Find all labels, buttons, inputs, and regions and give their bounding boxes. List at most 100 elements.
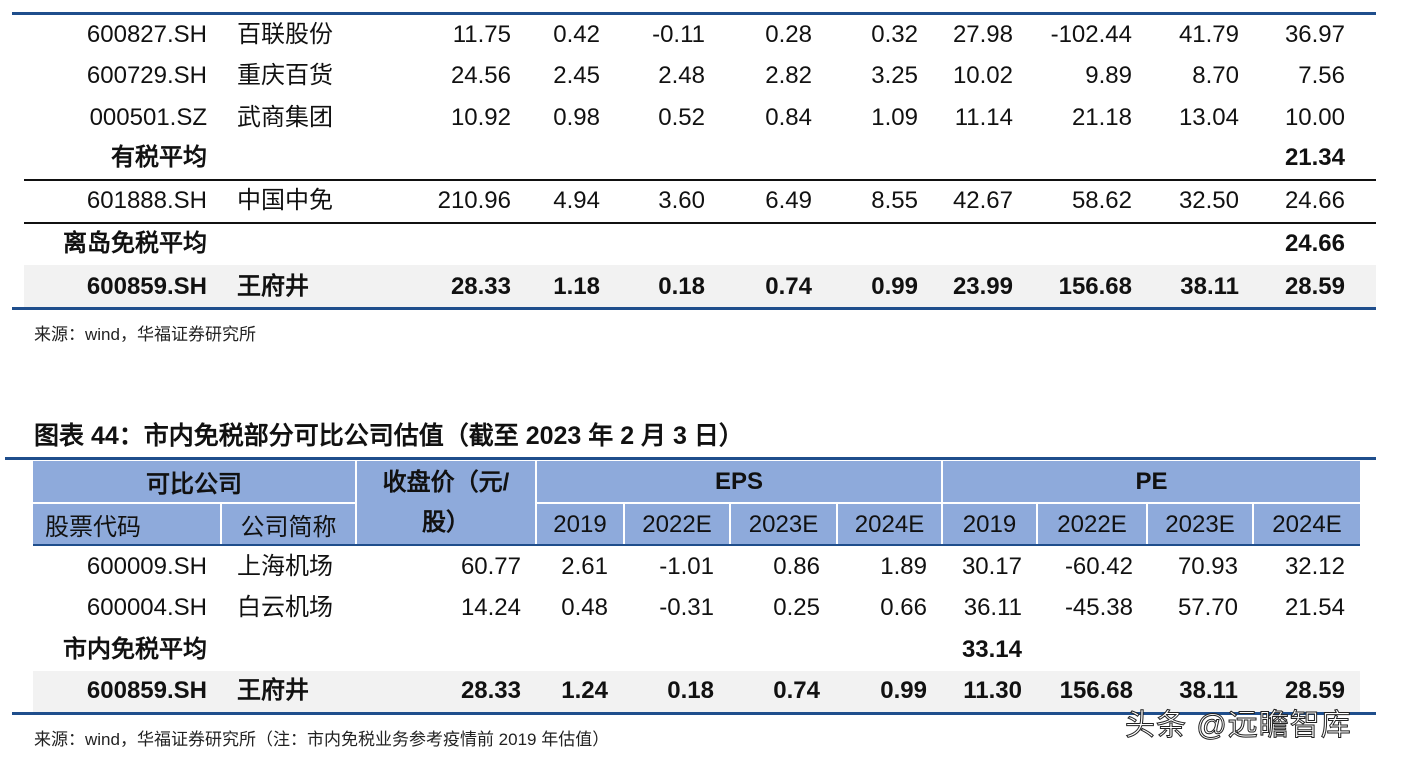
table1-value: 0.42 [553, 21, 600, 48]
table1-value: 32.50 [1178, 187, 1239, 214]
table1-value: 0.98 [553, 104, 600, 131]
table1-value: 156.68 [1058, 273, 1132, 300]
table1-bottom-rule [12, 307, 1376, 310]
table1-value: 6.49 [765, 187, 812, 214]
table1-stock-code: 601888.SH [86, 187, 207, 214]
table1-value: 27.98 [952, 21, 1013, 48]
table1-value: 10.92 [450, 104, 511, 131]
table2-header: 可比公司 股票代码 公司简称 收盘价（元/股） EPS PE 2019 2022E… [33, 461, 1360, 545]
table1-value: 42.67 [952, 187, 1013, 214]
table1-value: 38.11 [1180, 273, 1239, 300]
table2-value: 57.70 [1177, 594, 1238, 621]
table1-value: 23.99 [952, 273, 1013, 300]
table1-value: 11.75 [452, 21, 511, 48]
header-comparable: 可比公司 [33, 461, 357, 502]
table1-divider [24, 222, 1376, 224]
table1-company-name: 中国中免 [237, 187, 333, 214]
table2-top-rule [5, 457, 1376, 460]
table1-source: 来源：wind，华福证券研究所 [34, 325, 256, 344]
header-year: 2024E [838, 502, 943, 545]
table1-value: 0.99 [871, 273, 918, 300]
watermark: 头条 @远瞻智库 [1125, 709, 1352, 743]
table2-value: -45.38 [1064, 594, 1133, 621]
table1-top-rule [12, 12, 1376, 15]
table2-value: 0.18 [667, 677, 714, 704]
table1-value: 28.59 [1284, 273, 1345, 300]
table1-value: 0.28 [765, 21, 812, 48]
table2-value: 32.12 [1284, 553, 1345, 580]
table2-value: 0.48 [561, 594, 608, 621]
table2-value: 156.68 [1059, 677, 1133, 704]
table1-value: 8.55 [871, 187, 918, 214]
table1-value: -0.11 [652, 21, 705, 48]
table1-value: 210.96 [437, 187, 511, 214]
table1-stock-code: 600859.SH [86, 273, 207, 300]
table1-company-name: 百联股份 [237, 21, 333, 48]
table1-highlight-band [24, 265, 1376, 308]
table2-value: 38.11 [1179, 677, 1238, 704]
table2-value: 0.74 [773, 677, 820, 704]
table2-company-name: 王府井 [237, 677, 309, 704]
table2-average-label: 市内免税平均 [63, 636, 207, 663]
table2-company-name: 白云机场 [237, 594, 333, 621]
table1-value: 0.74 [765, 273, 812, 300]
table2-value: 0.66 [880, 594, 927, 621]
table2-stock-code: 600859.SH [86, 677, 207, 704]
table1-value: 24.66 [1284, 230, 1345, 257]
header-pe: PE [1135, 467, 1168, 495]
table2-value: 14.24 [460, 594, 521, 621]
table1-value: 58.62 [1071, 187, 1132, 214]
table1-stock-code: 000501.SZ [89, 104, 207, 131]
table1-value: 3.25 [871, 62, 918, 89]
table2-value: 28.59 [1284, 677, 1345, 704]
table1-value: 2.45 [553, 62, 600, 89]
header-year: 2022E [1038, 502, 1148, 545]
table2-value: 1.89 [880, 553, 927, 580]
table1-value: 21.34 [1284, 144, 1345, 171]
header-year: 2022E [625, 502, 731, 545]
table2-bottom-rule [12, 712, 1376, 715]
table2-value: 21.54 [1284, 594, 1345, 621]
table1-stock-code: 600729.SH [86, 62, 207, 89]
table2-value: 70.93 [1177, 553, 1238, 580]
table2-value: 33.14 [961, 636, 1022, 663]
table1-value: 8.70 [1192, 62, 1239, 89]
table2-value: -60.42 [1064, 553, 1133, 580]
table1-value: 24.56 [450, 62, 511, 89]
table1-value: 0.52 [658, 104, 705, 131]
table1-value: 13.04 [1178, 104, 1239, 131]
table2-source: 来源：wind，华福证券研究所（注：市内免税业务参考疫情前 2019 年估值） [34, 730, 610, 749]
table1-company-name: 重庆百货 [237, 62, 333, 89]
table1-value: 1.09 [871, 104, 918, 131]
table2-value: 1.24 [561, 677, 608, 704]
table1-average-label: 离岛免税平均 [63, 230, 207, 257]
table2-value: -1.01 [659, 553, 714, 580]
header-year: 2019 [537, 502, 625, 545]
table1-company-name: 武商集团 [237, 104, 333, 131]
table1-value: 24.66 [1284, 187, 1345, 214]
table1-company-name: 王府井 [237, 273, 309, 300]
table1-value: 1.18 [553, 273, 600, 300]
table2-header-rule [33, 544, 1360, 546]
table1-value: 36.97 [1284, 21, 1345, 48]
table2-value: 60.77 [460, 553, 521, 580]
table1-value: 10.00 [1284, 104, 1345, 131]
table2-value: -0.31 [659, 594, 714, 621]
header-name: 公司简称 [222, 502, 357, 545]
table1-value: 2.82 [765, 62, 812, 89]
table2-title: 图表 44：市内免税部分可比公司估值（截至 2023 年 2 月 3 日） [34, 422, 744, 450]
header-code: 股票代码 [33, 502, 222, 545]
header-year: 2023E [1148, 502, 1254, 545]
header-eps: EPS [537, 461, 943, 502]
table2-value: 2.61 [561, 553, 608, 580]
header-year: 2024E [1254, 502, 1360, 545]
table1-value: 4.94 [553, 187, 600, 214]
table1-value: 2.48 [658, 62, 705, 89]
header-year: 2019 [943, 502, 1038, 545]
table1-value: 0.84 [765, 104, 812, 131]
table1-average-label: 有税平均 [111, 144, 207, 171]
table2-highlight-band [33, 671, 1360, 713]
table1-value: 21.18 [1071, 104, 1132, 131]
table1-value: 7.56 [1298, 62, 1345, 89]
table1-value: 28.33 [450, 273, 511, 300]
